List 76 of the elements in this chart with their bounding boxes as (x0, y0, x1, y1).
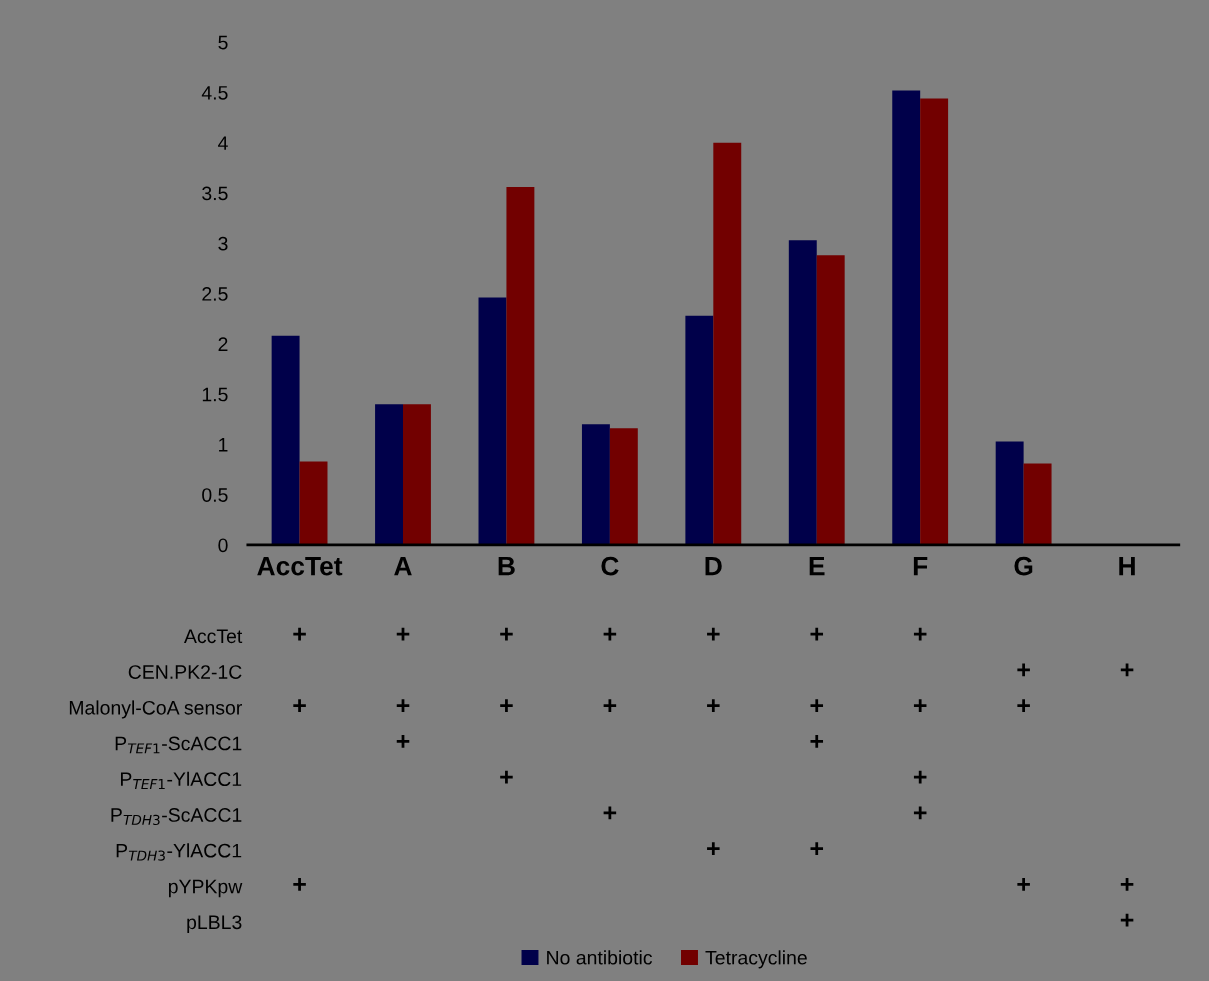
category-label: pLBL3 (187, 915, 242, 933)
text: + (293, 699, 306, 712)
text: + (603, 806, 617, 820)
bar (375, 404, 403, 545)
bar (581, 424, 610, 545)
text: + (913, 770, 927, 784)
text: + (500, 627, 513, 641)
legend-label: Tetracycline (705, 950, 807, 969)
category-label: Malonyl-CoA sensor (69, 700, 242, 719)
x-tick-label: C (601, 556, 619, 576)
text: + (707, 842, 720, 855)
x-tick-label: G (1014, 556, 1033, 576)
bar (403, 404, 431, 545)
x-tick-label: D (705, 557, 722, 576)
text: + (500, 699, 513, 712)
text: + (1017, 877, 1030, 891)
y-tick-label: 3.5 (202, 186, 228, 201)
bar (788, 240, 817, 545)
text: + (293, 627, 306, 641)
text: + (707, 627, 720, 641)
category-label: P$_{TEF1}$-ScACC1 (115, 736, 242, 754)
text: + (810, 627, 824, 641)
bar (816, 255, 845, 545)
x-tick-label: AccTet (257, 557, 343, 576)
bar (920, 98, 949, 545)
bar (1023, 463, 1052, 545)
text: + (500, 770, 513, 784)
bar (892, 90, 921, 545)
legend-label: No antibiotic (547, 950, 653, 965)
text: + (1120, 913, 1134, 927)
x-tick-label: B (498, 557, 515, 576)
y-tick-label: 5 (218, 35, 228, 50)
text: + (1120, 663, 1134, 677)
category-label: pYPKpw (168, 879, 243, 898)
bar (995, 441, 1024, 545)
text: + (810, 734, 824, 748)
text: + (913, 806, 927, 820)
category-label: P$_{TEF1}$-YlACC1 (121, 771, 242, 790)
y-tick-label: 4.5 (201, 86, 228, 100)
category-label: AccTet (183, 629, 243, 644)
y-tick-label: 0.5 (202, 488, 228, 502)
x-tick-label: E (809, 557, 825, 576)
bar (478, 297, 507, 545)
text: + (603, 699, 617, 712)
category-label: CEN.PK2-1C (128, 665, 242, 679)
text: + (810, 842, 824, 855)
x-tick-label: A (394, 557, 412, 576)
y-tick-label: 1.5 (202, 387, 228, 402)
bar (685, 315, 714, 545)
bar (506, 186, 535, 545)
bar (713, 142, 742, 545)
y-tick-label: 2 (218, 337, 228, 351)
bar (609, 428, 638, 545)
text: + (810, 699, 824, 712)
text: + (603, 627, 617, 641)
category-label: P$_{TDH3}$-ScACC1 (111, 808, 242, 826)
x-tick-label: H (1119, 557, 1135, 576)
category-label: P$_{TDH3}$-YlACC1 (116, 843, 242, 861)
text: + (1120, 877, 1134, 891)
text: + (293, 877, 306, 891)
y-tick-label: 0 (218, 538, 228, 553)
text: + (913, 627, 927, 641)
y-tick-label: 4 (218, 136, 228, 150)
text: + (396, 627, 410, 641)
text: + (396, 699, 410, 712)
bar (299, 461, 328, 545)
text: + (396, 734, 410, 748)
text: + (1017, 699, 1030, 712)
text: + (707, 699, 720, 712)
y-tick-label: 3 (218, 236, 228, 251)
text: + (913, 699, 927, 712)
x-tick-label: F (913, 557, 928, 576)
text: + (1017, 663, 1030, 677)
y-tick-label: 2.5 (202, 287, 228, 301)
bar (271, 335, 300, 545)
y-tick-label: 1 (219, 438, 228, 452)
